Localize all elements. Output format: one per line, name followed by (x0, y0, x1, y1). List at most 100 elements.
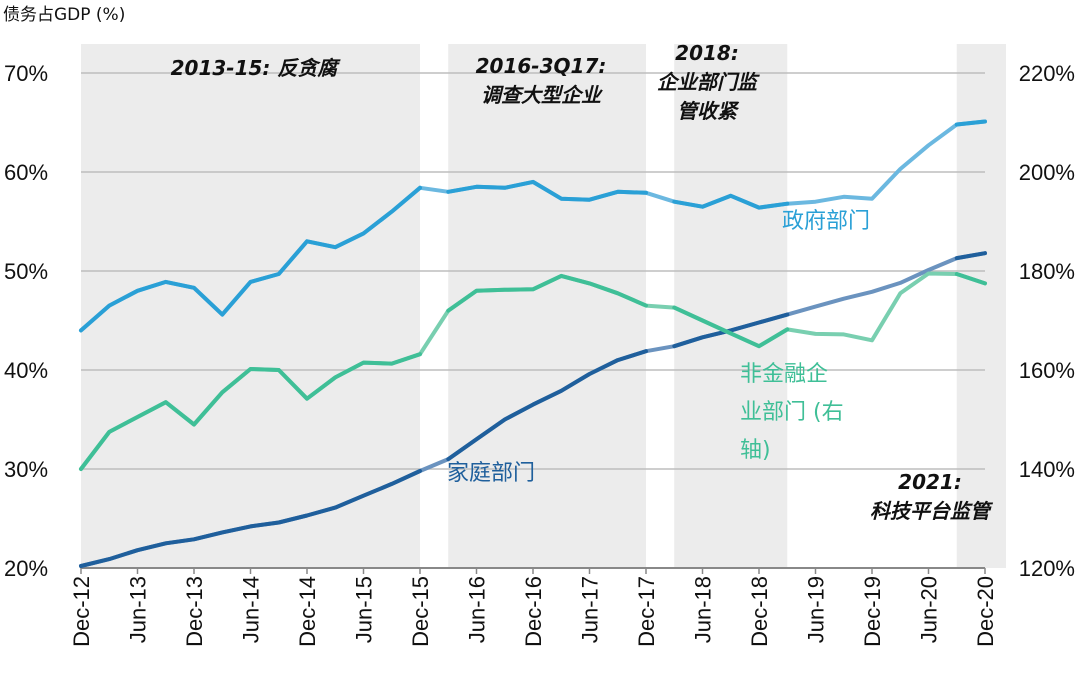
data-point (362, 361, 365, 364)
data-point (786, 313, 789, 316)
data-point (616, 292, 619, 295)
data-point (673, 345, 676, 348)
period-annotation-3: 管收紧 (677, 99, 740, 123)
data-point (673, 306, 676, 309)
series-highlight-2-4 (954, 251, 987, 261)
series-highlight-3-3 (672, 305, 790, 349)
series-highlight-2-2 (446, 349, 648, 462)
gridlines (81, 72, 985, 470)
series-highlight-1-1 (79, 185, 422, 333)
y-tick-label-right: 160% (1019, 358, 1075, 383)
data-point (644, 350, 647, 353)
shaded-period-4 (956, 44, 1006, 568)
data-point (249, 367, 252, 370)
y-tick-label-left: 70% (4, 61, 48, 86)
period-annotation-3: 2018: (675, 41, 739, 65)
data-point (362, 494, 365, 497)
data-point (927, 268, 930, 271)
y-tick-label-right: 140% (1019, 457, 1075, 482)
data-point (729, 332, 732, 335)
data-point (870, 339, 873, 342)
data-point (955, 123, 958, 126)
period-annotation-3: 企业部门监 (657, 70, 760, 94)
data-point (899, 281, 902, 284)
data-point (757, 321, 760, 324)
series-highlight-2-3 (672, 312, 790, 349)
data-point (136, 549, 139, 552)
x-tick-label: Dec-13 (182, 576, 207, 647)
data-point (842, 297, 845, 300)
data-point (814, 332, 817, 335)
data-point (560, 389, 563, 392)
data-point (447, 309, 450, 312)
data-point (192, 423, 195, 426)
x-tick-label: Jun-16 (465, 576, 490, 643)
data-point (531, 403, 534, 406)
y-tick-label-right: 180% (1019, 259, 1075, 284)
data-point (305, 397, 308, 400)
data-point (475, 289, 478, 292)
data-point (814, 200, 817, 203)
data-point (644, 191, 647, 194)
data-point (362, 232, 365, 235)
axes: 20% 30% 40% 50% 60% 70% 120% 140% 160% 180% 200% 22… (4, 61, 1075, 647)
data-point (249, 280, 252, 283)
series-highlight-1-2 (446, 179, 648, 202)
data-point (560, 274, 563, 277)
x-tick-label: Jun-20 (917, 576, 942, 643)
period-annotation-1: 2013-15: 反贪腐 (171, 56, 342, 80)
annotations: 2013-15: 反贪腐 2016-3Q17: 调查大型企业 2018: 企业部门监管收… (171, 41, 994, 523)
y-tick-label-left: 30% (4, 457, 48, 482)
data-point (644, 304, 647, 307)
data-point (701, 319, 704, 322)
data-point (277, 368, 280, 371)
y-tick-label-left: 50% (4, 259, 48, 284)
data-point (192, 286, 195, 289)
data-point (927, 272, 930, 275)
y-tick-label-right: 200% (1019, 160, 1075, 185)
y-tick-label-left: 60% (4, 160, 48, 185)
data-point (842, 195, 845, 198)
data-point (164, 401, 167, 404)
data-point (503, 288, 506, 291)
shaded-periods (81, 44, 1006, 568)
data-point (390, 362, 393, 365)
data-point (418, 186, 421, 189)
x-tick-label: Dec-19 (860, 576, 885, 647)
x-tick-label: Dec-18 (747, 576, 772, 647)
data-point (899, 167, 902, 170)
data-point (701, 205, 704, 208)
data-point (418, 353, 421, 356)
data-point (786, 202, 789, 205)
series-label-corp: 非金融企 (740, 362, 828, 387)
data-point (503, 186, 506, 189)
x-tick-label: Jun-13 (126, 576, 151, 643)
data-point (870, 290, 873, 293)
data-point (447, 190, 450, 193)
series-lines (79, 119, 987, 568)
data-point (616, 190, 619, 193)
data-point (277, 521, 280, 524)
data-point (786, 328, 789, 331)
series-highlight-3-4 (954, 272, 987, 286)
period-annotation-2: 调查大型企业 (481, 83, 603, 107)
x-tick-label: Jun-19 (804, 576, 829, 643)
series-highlight-3-1 (79, 352, 422, 471)
y-tick-label-right: 220% (1019, 61, 1075, 86)
x-tick-label: Dec-14 (295, 576, 320, 647)
period-annotation-4: 科技平台监管 (870, 499, 994, 523)
y-tick-label-right: 120% (1019, 556, 1075, 581)
data-point (221, 531, 224, 534)
data-point (79, 564, 82, 567)
shaded-period-2 (448, 44, 646, 568)
data-point (701, 336, 704, 339)
series-label-corp: 业部门 (右 (740, 400, 844, 425)
data-point (334, 246, 337, 249)
data-point (334, 506, 337, 509)
x-tick-label: Jun-14 (239, 576, 264, 643)
series-label-corp: 轴) (740, 438, 771, 463)
data-point (588, 282, 591, 285)
shaded-period-1 (81, 44, 420, 568)
